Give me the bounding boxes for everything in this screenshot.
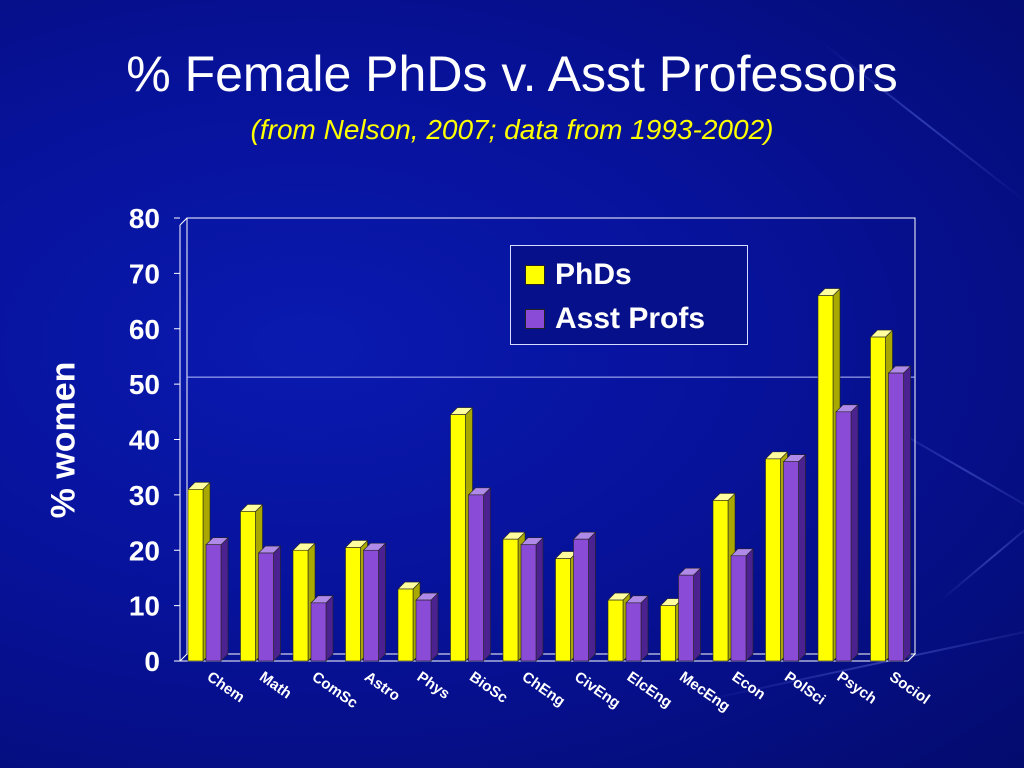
bar-side-asst-profs-astro <box>378 542 386 662</box>
x-tick-label-civeng: CivEng <box>571 668 623 712</box>
bar-side-asst-profs-comsc <box>325 595 334 662</box>
bar-phds-civeng <box>555 558 571 662</box>
bar-phds-econ <box>712 500 729 662</box>
bar-asst-profs-comsc <box>310 602 327 662</box>
bar-phds-biosc <box>450 414 466 662</box>
bar-phds-meceng <box>660 605 676 662</box>
bar-phds-cheng <box>502 538 519 662</box>
y-tick-label: 40 <box>129 425 160 456</box>
bar-phds-comsc <box>292 549 309 662</box>
bar-phds-phys <box>397 588 414 662</box>
bar-phds-sociol <box>870 336 886 662</box>
bar-asst-profs-phys <box>415 599 432 662</box>
bar-side-asst-profs-biosc <box>483 487 491 662</box>
bar-asst-profs-polsci <box>783 461 799 662</box>
bar-asst-profs-chem <box>205 544 222 662</box>
slide-title: % Female PhDs v. Asst Professors <box>126 46 898 102</box>
y-tick-label: 0 <box>144 646 160 677</box>
chart-legend: PhDs Asst Profs <box>510 245 748 345</box>
bar-phds-math <box>240 511 256 662</box>
slide-subtitle: (from Nelson, 2007; data from 1993-2002) <box>250 114 774 145</box>
bar-side-asst-profs-cheng <box>535 536 544 662</box>
x-tick-label-biosc: BioSc <box>466 668 511 706</box>
bar-phds-astro <box>345 547 361 662</box>
axis-corner-top <box>179 217 188 226</box>
x-tick-label-chem: Chem <box>204 668 248 706</box>
bar-asst-profs-cheng <box>520 544 537 662</box>
bar-asst-profs-math <box>258 552 274 662</box>
y-axis-label: % women <box>44 361 83 519</box>
bar-asst-profs-sociol <box>888 372 904 662</box>
legend-item-asst-profs: Asst Profs <box>525 302 706 335</box>
x-tick-label-comsc: ComSc <box>309 668 361 712</box>
y-tick-label: 80 <box>129 203 160 234</box>
x-tick-label-astro: Astro <box>361 668 403 704</box>
bar-side-asst-profs-psych <box>850 404 859 662</box>
legend-swatch-phds <box>525 265 545 285</box>
x-tick-label-econ: Econ <box>729 668 769 703</box>
bar-asst-profs-elceng <box>625 602 642 662</box>
bar-side-asst-profs-elceng <box>640 595 649 662</box>
x-tick-label-polsci: PolSci <box>781 668 828 708</box>
y-tick-label: 10 <box>129 591 160 622</box>
legend-swatch-asst-profs <box>525 309 545 329</box>
bar-phds-chem <box>187 489 204 662</box>
bar-phds-elceng <box>607 599 624 662</box>
bar-asst-profs-meceng <box>678 574 694 662</box>
legend-item-phds: PhDs <box>525 258 632 291</box>
bar-asst-profs-civeng <box>573 538 589 662</box>
bar-side-asst-profs-phys <box>430 592 439 662</box>
y-tick-label: 60 <box>129 314 160 345</box>
bar-phds-polsci <box>765 458 781 662</box>
x-tick-label-phys: Phys <box>414 668 453 702</box>
y-tick-label: 20 <box>129 535 160 566</box>
y-tick-label: 50 <box>129 369 160 400</box>
x-tick-label-sociol: Sociol <box>886 668 933 708</box>
legend-label-asst-profs: Asst Profs <box>555 302 706 335</box>
x-tick-label-cheng: ChEng <box>519 668 568 710</box>
bar-asst-profs-astro <box>363 549 379 662</box>
y-tick-label: 30 <box>129 480 160 511</box>
bar-phds-psych <box>817 295 834 662</box>
bar-asst-profs-econ <box>730 555 747 662</box>
bar-side-asst-profs-meceng <box>693 567 701 662</box>
legend-label-phds: PhDs <box>555 258 632 291</box>
bar-side-asst-profs-sociol <box>903 365 911 662</box>
x-tick-label-psych: Psych <box>834 668 880 707</box>
bar-side-asst-profs-econ <box>745 548 754 662</box>
bar-asst-profs-biosc <box>468 494 484 662</box>
bar-side-asst-profs-math <box>273 545 281 662</box>
x-tick-label-meceng: MecEng <box>676 668 733 715</box>
bar-asst-profs-psych <box>835 411 852 662</box>
bar-side-asst-profs-polsci <box>798 453 806 662</box>
bar-side-asst-profs-chem <box>220 536 229 662</box>
y-tick-label: 70 <box>129 258 160 289</box>
bar-side-asst-profs-civeng <box>588 531 596 662</box>
x-tick-label-math: Math <box>256 668 294 702</box>
x-tick-label-elceng: ElcEng <box>624 668 675 711</box>
